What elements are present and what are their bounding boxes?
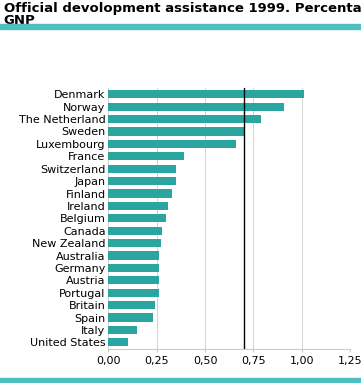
Bar	[108, 115, 261, 123]
Bar	[108, 252, 158, 260]
Bar	[108, 214, 166, 223]
Text: GNP: GNP	[4, 14, 35, 27]
Bar	[108, 103, 284, 111]
Bar	[108, 326, 137, 334]
Text: Official devolopment assistance 1999. Percentage of: Official devolopment assistance 1999. Pe…	[4, 2, 361, 15]
Bar	[108, 338, 128, 346]
Bar	[108, 128, 244, 136]
Bar	[108, 314, 153, 322]
Bar	[108, 239, 161, 247]
Bar	[108, 227, 162, 235]
Bar	[108, 276, 158, 284]
Bar	[108, 289, 158, 297]
Bar	[108, 190, 172, 198]
Bar	[108, 264, 158, 272]
Bar	[108, 177, 176, 185]
Bar	[108, 202, 168, 210]
Bar	[108, 301, 155, 309]
Bar	[108, 140, 236, 148]
Bar	[108, 152, 184, 160]
Bar	[108, 165, 176, 173]
Bar	[108, 90, 304, 98]
